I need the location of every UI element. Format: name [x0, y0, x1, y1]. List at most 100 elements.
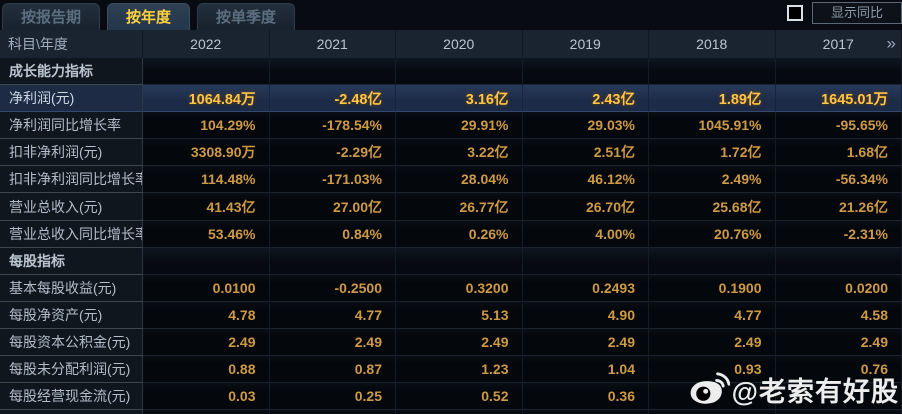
table-row[interactable]: 成长能力指标: [0, 58, 902, 86]
cell-value: 28.04%: [396, 166, 523, 194]
year-header-2017-label: 2017: [822, 36, 854, 52]
table-row[interactable]: 扣非净利润同比增长率 114.48% -171.03% 28.04% 46.12…: [0, 166, 902, 194]
table-row[interactable]: 净利润(元) 1064.84万 -2.48亿 3.16亿 2.43亿 1.89亿…: [0, 85, 902, 113]
cell-value: 0.52: [396, 383, 523, 411]
year-header-2019: 2019: [523, 30, 649, 58]
cell-value: 0.03: [143, 383, 270, 411]
cell-value: 0.36: [522, 383, 649, 411]
cell-value: 25.68亿: [649, 193, 776, 221]
cell-value: [143, 58, 270, 86]
cell-value: 3.22亿: [396, 139, 523, 167]
cell-value: 41.43亿: [143, 193, 270, 221]
year-header-2020: 2020: [396, 30, 523, 58]
cell-value: 27.00亿: [269, 193, 396, 221]
table-row[interactable]: 每股指标: [0, 247, 902, 275]
table-row[interactable]: 扣非净利润(元) 3308.90万 -2.29亿 3.22亿 2.51亿 1.7…: [0, 139, 902, 167]
cell-value: 0.76: [775, 356, 902, 384]
cell-value: [269, 410, 396, 414]
show-yoy-label[interactable]: 显示同比: [812, 2, 902, 24]
cell-value: [396, 247, 523, 275]
table-row[interactable]: 每股经营现金流(元) 0.03 0.25 0.52 0.36: [0, 383, 902, 411]
cell-value: [522, 58, 649, 86]
cell-value: 1.23: [396, 356, 523, 384]
cell-value: -2.29亿: [269, 139, 396, 167]
cell-value: 21.26亿: [775, 193, 902, 221]
cell-value: 0.3200: [396, 274, 523, 302]
cell-value: 2.49: [269, 328, 396, 357]
cell-value: 29.91%: [396, 112, 523, 140]
cell-value: 1645.01万: [775, 85, 902, 113]
cell-value: 46.12%: [522, 166, 649, 194]
tab-by-quarter[interactable]: 按单季度: [197, 3, 296, 30]
cell-value: 5.13: [396, 301, 523, 329]
more-years-chevron-icon[interactable]: »: [886, 33, 896, 53]
year-header-2018: 2018: [649, 30, 776, 58]
cell-value: 26.77亿: [396, 193, 523, 221]
cell-value: [649, 410, 776, 414]
cell-value: 4.00%: [522, 220, 649, 248]
cell-value: 114.48%: [143, 166, 270, 194]
table-row[interactable]: 净利润同比增长率 104.29% -178.54% 29.91% 29.03% …: [0, 112, 902, 140]
cell-value: 1.89亿: [649, 85, 776, 113]
cell-value: 0.93: [649, 356, 776, 384]
cell-value: 0.1900: [649, 274, 776, 302]
row-label: 每股资本公积金(元): [0, 328, 143, 357]
table-row[interactable]: 每股资本公积金(元) 2.49 2.49 2.49 2.49 2.49 2.49: [0, 328, 902, 357]
cell-value: 1064.84万: [143, 85, 270, 113]
row-label: 每股净资产(元): [0, 301, 143, 329]
row-label: 净利润(元): [0, 85, 143, 113]
table-row[interactable]: 每股未分配利润(元) 0.88 0.87 1.23 1.04 0.93 0.76: [0, 356, 902, 384]
tab-by-report-period[interactable]: 按报告期: [2, 3, 101, 30]
table-row[interactable]: 营业总收入(元) 41.43亿 27.00亿 26.77亿 26.70亿 25.…: [0, 193, 902, 221]
row-label: 基本每股收益(元): [0, 274, 143, 302]
cell-value: -2.48亿: [269, 85, 396, 113]
cell-value: [396, 58, 523, 86]
cell-value: 3308.90万: [143, 139, 270, 167]
show-yoy-checkbox[interactable]: [787, 5, 803, 21]
cell-value: [522, 247, 649, 275]
cell-value: 4.77: [649, 301, 776, 329]
cell-value: [649, 247, 776, 275]
cell-value: 0.0200: [775, 274, 902, 302]
cell-value: -2.31%: [775, 220, 902, 248]
cell-value: 2.49: [396, 328, 523, 357]
table-row[interactable]: 每股净资产(元) 4.78 4.77 5.13 4.90 4.77 4.58: [0, 301, 902, 329]
year-header-2017: 2017 »: [776, 30, 902, 58]
cell-value: [775, 383, 902, 411]
cell-value: 1.68亿: [775, 139, 902, 167]
cell-value: -171.03%: [269, 166, 396, 194]
cell-value: 20.76%: [649, 220, 776, 248]
cell-value: 0.88: [143, 356, 270, 384]
table-row[interactable]: [0, 410, 902, 414]
cell-value: [775, 58, 902, 86]
cell-value: [269, 247, 396, 275]
row-label: 每股未分配利润(元): [0, 356, 143, 384]
year-header-2021: 2021: [270, 30, 396, 58]
cell-value: 2.49%: [649, 166, 776, 194]
cell-value: 26.70亿: [522, 193, 649, 221]
cell-value: -56.34%: [775, 166, 902, 194]
row-label: 成长能力指标: [0, 58, 143, 86]
cell-value: 0.25: [269, 383, 396, 411]
cell-value: 4.77: [269, 301, 396, 329]
table-row[interactable]: 营业总收入同比增长率 53.46% 0.84% 0.26% 4.00% 20.7…: [0, 220, 902, 248]
cell-value: 3.16亿: [396, 85, 523, 113]
row-label: [0, 410, 143, 414]
cell-value: 1045.91%: [649, 112, 776, 140]
table-header-row: 科目\年度 2022 2021 2020 2019 2018 2017 »: [0, 30, 902, 58]
cell-value: 1.04: [522, 356, 649, 384]
table-body: 成长能力指标 净利润(元) 1064.84万 -2.48亿 3.16亿 2.43…: [0, 58, 902, 414]
table-row[interactable]: 基本每股收益(元) 0.0100 -0.2500 0.3200 0.2493 0…: [0, 274, 902, 302]
cell-value: 2.43亿: [522, 85, 649, 113]
cell-value: -95.65%: [775, 112, 902, 140]
top-controls: 显示同比: [787, 0, 902, 30]
cell-value: 0.2493: [522, 274, 649, 302]
cell-value: [522, 410, 649, 414]
cell-value: 2.49: [649, 328, 776, 357]
cell-value: [775, 247, 902, 275]
tab-by-year[interactable]: 按年度: [107, 3, 191, 30]
cell-value: [396, 410, 523, 414]
cell-value: 104.29%: [143, 112, 270, 140]
year-header-2022: 2022: [143, 30, 270, 58]
cell-value: [649, 58, 776, 86]
